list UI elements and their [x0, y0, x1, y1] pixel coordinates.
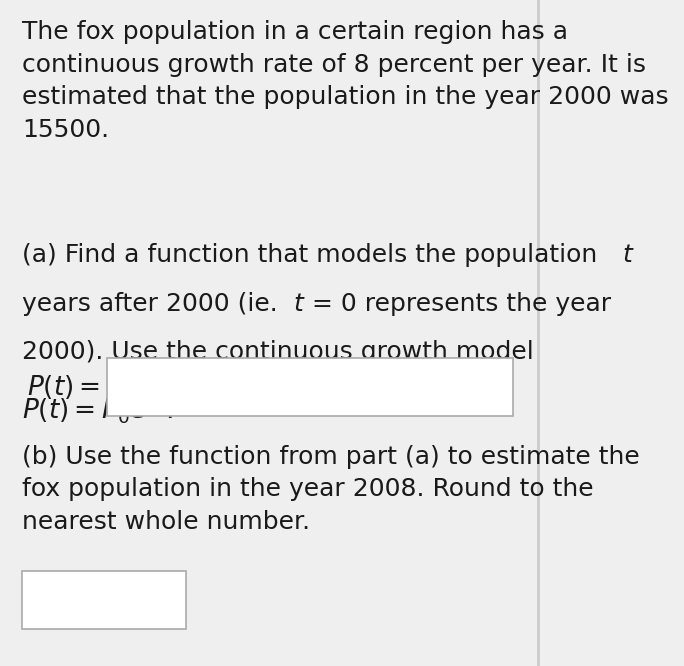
Text: 2000). Use the continuous growth model: 2000). Use the continuous growth model — [22, 340, 534, 364]
Text: $P(t) =$: $P(t) =$ — [27, 373, 101, 401]
Text: (a) Find a function that models the population: (a) Find a function that models the popu… — [22, 243, 605, 267]
Text: years after 2000 (ie.: years after 2000 (ie. — [22, 292, 286, 316]
Text: The fox population in a certain region has a
continuous growth rate of 8 percent: The fox population in a certain region h… — [22, 20, 668, 142]
Text: (b) Use the function from part (a) to estimate the
fox population in the year 20: (b) Use the function from part (a) to es… — [22, 445, 640, 534]
FancyBboxPatch shape — [107, 358, 514, 416]
Text: $P(t) = P_0e^{kt}.$: $P(t) = P_0e^{kt}.$ — [22, 392, 173, 426]
FancyBboxPatch shape — [22, 571, 186, 629]
Text: = 0 represents the year: = 0 represents the year — [304, 292, 611, 316]
Text: t: t — [623, 243, 633, 267]
Text: t: t — [293, 292, 304, 316]
